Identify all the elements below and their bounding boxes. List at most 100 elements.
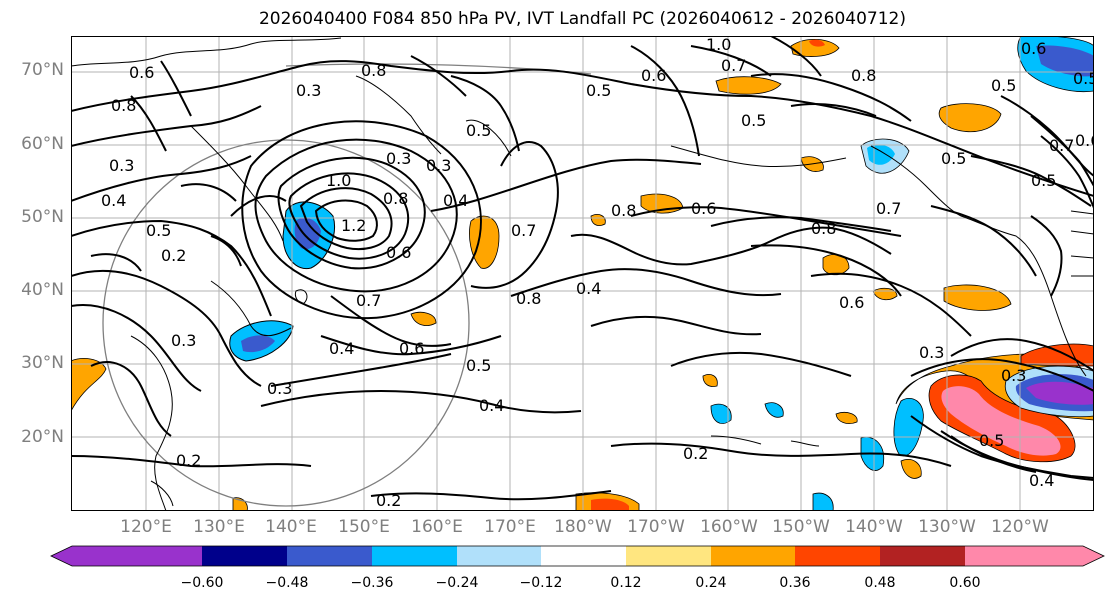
colorbar-tick-label: 0.48 [864, 575, 896, 591]
colorbar-tick-label: 0.24 [695, 575, 727, 591]
contour-label: 0.7 [876, 199, 901, 218]
contour-label: 0.5 [466, 121, 491, 140]
contour-label: 0.8 [516, 289, 541, 308]
contour-label: 0.4 [479, 396, 504, 415]
map-title: 2026040400 F084 850 hPa PV, IVT Landfall… [258, 9, 906, 29]
contour-label: 0.2 [176, 451, 201, 470]
map-frame [71, 36, 1094, 511]
contour-label: 0.8 [383, 189, 408, 208]
colorbar-tick-label: −0.48 [265, 575, 309, 591]
contour-label: 0.4 [329, 339, 354, 358]
contour-label: 0.5 [1031, 171, 1056, 190]
colorbar-segment [711, 546, 795, 566]
contour-label: 0.6 [399, 339, 424, 358]
contour-label: 0.5 [466, 356, 491, 375]
contour-label: 0.4 [576, 279, 601, 298]
contour-label: 0.5 [979, 431, 1004, 450]
pv-contours [71, 36, 1094, 501]
lon-label-160w: 160°W [700, 517, 758, 537]
contour-label: 0.6 [691, 199, 716, 218]
contour-label: 0.3 [267, 379, 292, 398]
contour-label: 0.6 [641, 66, 666, 85]
colorbar [50, 545, 1105, 567]
lon-label-170e: 170°E [484, 517, 536, 537]
contour-label: 0.5 [586, 81, 611, 100]
lat-label-50n: 50°N [21, 207, 64, 227]
contour-label: 0.5 [741, 111, 766, 130]
contour-label: 0.5 [991, 76, 1016, 95]
colorbar-extend-min [51, 546, 72, 566]
colorbar-tick-label: 0.12 [610, 575, 642, 591]
contour-label: 0.7 [511, 221, 536, 240]
contour-label: 0.7 [721, 56, 746, 75]
contour-label: 0.8 [811, 219, 836, 238]
contour-label: 0.5 [1073, 69, 1094, 88]
lat-label-60n: 60°N [21, 134, 64, 154]
range-circle [102, 139, 470, 507]
colorbar-segment [795, 546, 880, 566]
colorbar-segment [372, 546, 457, 566]
lon-label-130e: 130°E [193, 517, 245, 537]
lon-label-180w: 180°W [554, 517, 612, 537]
contour-label: 1.0 [326, 171, 351, 190]
lat-label-20n: 20°N [21, 427, 64, 447]
lon-label-120e: 120°E [120, 517, 172, 537]
contour-label: 0.2 [683, 444, 708, 463]
colorbar-tick-label: 0.36 [779, 575, 811, 591]
colorbar-tick-label: −0.12 [519, 575, 563, 591]
colorbar-segment [457, 546, 541, 566]
lon-label-150e: 150°E [338, 517, 390, 537]
contour-label: 0.4 [101, 191, 126, 210]
graticule [71, 36, 1094, 511]
contour-label: 0.8 [361, 61, 386, 80]
map-plot-area: 0.6 0.8 0.3 0.8 0.3 0.4 0.5 0.2 0.3 1.0 … [71, 36, 1094, 511]
contour-label: 0.6 [386, 243, 411, 262]
contour-label: 0.8 [611, 201, 636, 220]
lon-label-170w: 170°W [627, 517, 685, 537]
colorbar-tick-label: −0.36 [350, 575, 394, 591]
colorbar-tick-label: −0.60 [180, 575, 224, 591]
colorbar-segment [880, 546, 965, 566]
lat-label-70n: 70°N [21, 60, 64, 80]
contour-label: 0.3 [386, 149, 411, 168]
contour-label-group: 0.6 0.8 0.3 0.8 0.3 0.4 0.5 0.2 0.3 1.0 … [101, 36, 1094, 510]
contour-label: 0.6 [1021, 39, 1046, 58]
lon-label-150w: 150°W [772, 517, 830, 537]
colorbar-segment [72, 546, 202, 566]
lon-label-140e: 140°E [265, 517, 317, 537]
ivt-pc-shading [71, 36, 1094, 511]
contour-label: 0.6 [129, 63, 154, 82]
lon-label-140w: 140°W [845, 517, 903, 537]
contour-label: 0.7 [1049, 136, 1074, 155]
contour-label: 0.8 [851, 66, 876, 85]
contour-label: 0.7 [356, 291, 381, 310]
contour-label: 0.3 [296, 81, 321, 100]
contour-label: 0.3 [426, 156, 451, 175]
colorbar-segment [541, 546, 626, 566]
contour-label: 0.3 [109, 156, 134, 175]
contour-label: 1.2 [341, 216, 366, 235]
colorbar-segment [965, 546, 1083, 566]
contour-label: 0.5 [941, 149, 966, 168]
colorbar-tick-label: −0.24 [435, 575, 479, 591]
contour-label: 0.4 [1029, 471, 1054, 490]
colorbar-outline [50, 545, 1105, 567]
lon-label-120w: 120°W [991, 517, 1049, 537]
contour-label: 0.2 [376, 491, 401, 510]
contour-label: 0.3 [1001, 366, 1026, 385]
colorbar-segment [626, 546, 711, 566]
lon-label-130w: 130°W [918, 517, 976, 537]
lat-label-30n: 30°N [21, 353, 64, 373]
contour-label: 0.6 [839, 293, 864, 312]
contour-label: 0.5 [146, 221, 171, 240]
colorbar-extend-max [1083, 546, 1104, 566]
contour-label: 0.3 [919, 343, 944, 362]
contour-label: 0.4 [443, 191, 468, 210]
colorbar-segment [202, 546, 287, 566]
lat-label-40n: 40°N [21, 280, 64, 300]
contour-label: 0.8 [111, 96, 136, 115]
contour-label: 0.6 [1075, 131, 1094, 150]
contour-label: 0.3 [171, 331, 196, 350]
lon-label-160e: 160°E [411, 517, 463, 537]
colorbar-segment [287, 546, 372, 566]
